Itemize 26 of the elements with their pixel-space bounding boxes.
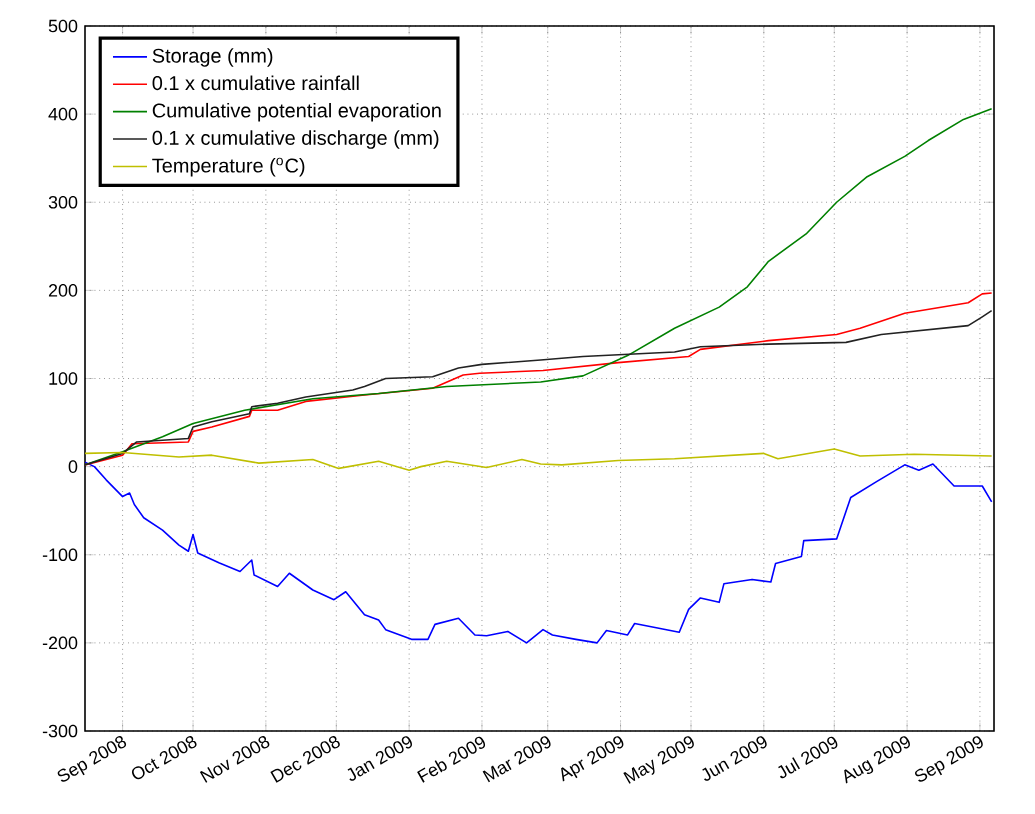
x-tick-label: Apr 2009 [561, 736, 624, 782]
x-tick-label: Sep 2009 [914, 736, 983, 782]
x-tick-label: Jan 2009 [347, 736, 412, 781]
legend-label: 0.1 x cumulative discharge (mm) [152, 130, 439, 149]
y-tick-label: -100 [42, 548, 78, 562]
y-tick-label: 200 [48, 284, 78, 297]
x-tick-label: Jun 2009 [702, 736, 767, 781]
line-series [85, 448, 993, 471]
y-tick-label: -200 [42, 636, 78, 650]
y-tick-label: 400 [48, 107, 78, 121]
y-tick-label: 300 [48, 195, 78, 209]
y-tick-label: 100 [49, 372, 78, 385]
x-tick-label: Nov 2008 [199, 736, 270, 783]
line-series [85, 461, 993, 644]
legend-label: Cumulative potential evaporation [152, 102, 441, 122]
legend-label: 0.1 x cumulative rainfall [152, 75, 359, 91]
x-tick-label: Oct 2008 [131, 736, 197, 780]
legend-label: Temperature ($^{o}$C) [152, 157, 305, 177]
x-tick-label: May 2009 [623, 736, 694, 784]
x-tick-label: Dec 2008 [270, 736, 340, 783]
y-tick-label: 500 [48, 19, 78, 33]
y-tick-label: 0 [68, 460, 78, 473]
y-tick-label: -300 [42, 724, 78, 738]
x-tick-label: Jul 2009 [778, 736, 838, 779]
legend-label: Storage (mm) [152, 48, 273, 67]
x-tick-label: Aug 2009 [844, 736, 910, 784]
